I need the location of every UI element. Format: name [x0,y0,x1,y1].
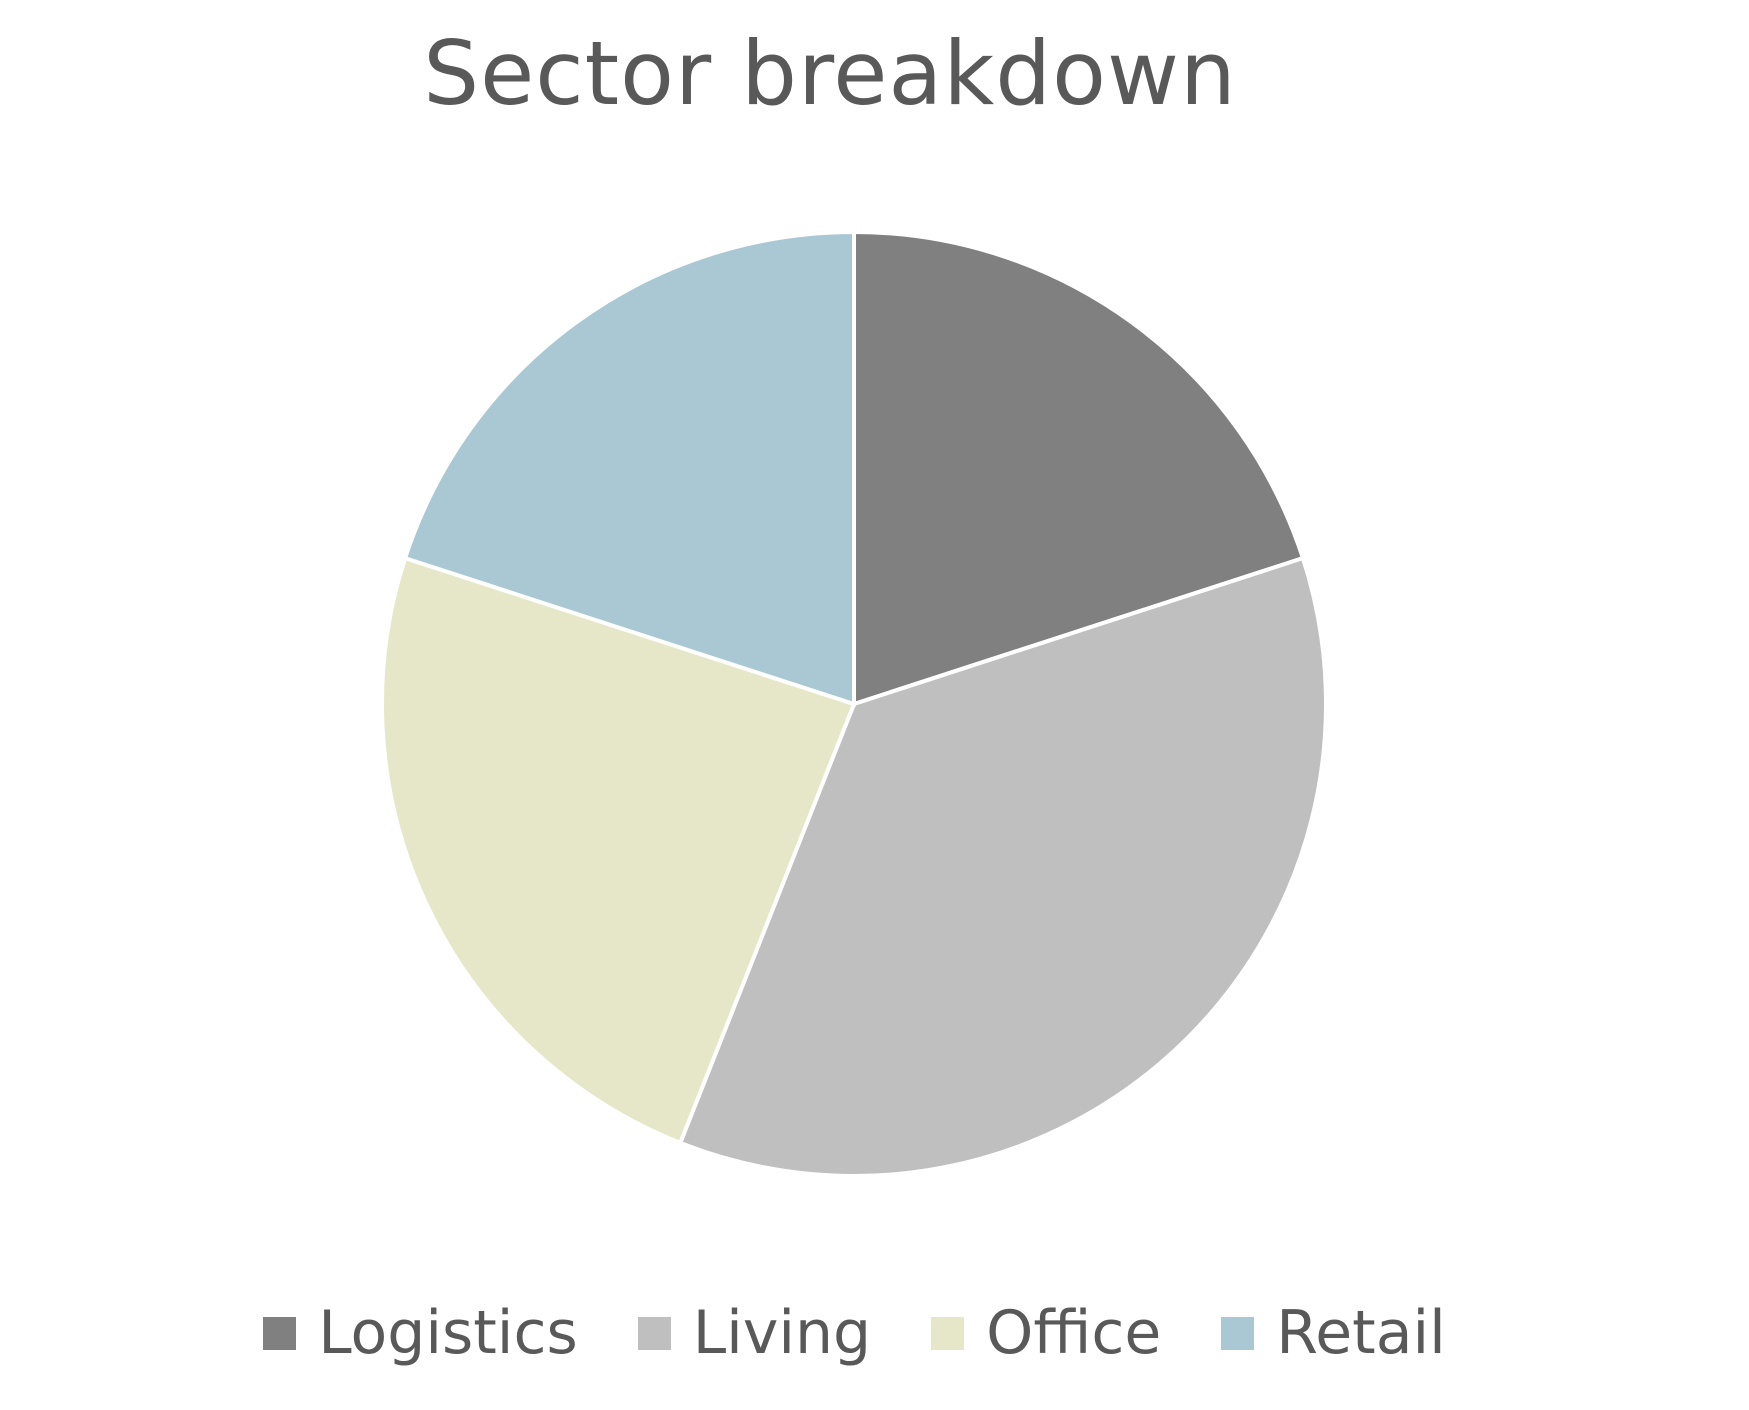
pie-slice-logistics [852,229,1306,707]
legend-item-living: Living [637,1298,872,1368]
legend-label: Living [692,1298,872,1368]
legend-label: Office [986,1298,1162,1368]
legend-item-logistics: Logistics [263,1298,578,1368]
legend-label: Logistics [318,1298,578,1368]
legend-swatch [637,1316,671,1350]
legend-item-retail: Retail [1221,1298,1446,1368]
legend-swatch [931,1316,965,1350]
legend-swatch [263,1316,297,1350]
legend: Logistics Living Office Retail [0,1298,1709,1368]
pie-slice-living [677,555,1328,1178]
pie-slice-retail [402,229,856,707]
legend-item-office: Office [931,1298,1161,1368]
legend-swatch [1221,1316,1255,1350]
chart-title: Sector breakdown [423,22,1237,125]
legend-label: Retail [1276,1298,1446,1368]
pie-slice-office [380,555,857,1146]
